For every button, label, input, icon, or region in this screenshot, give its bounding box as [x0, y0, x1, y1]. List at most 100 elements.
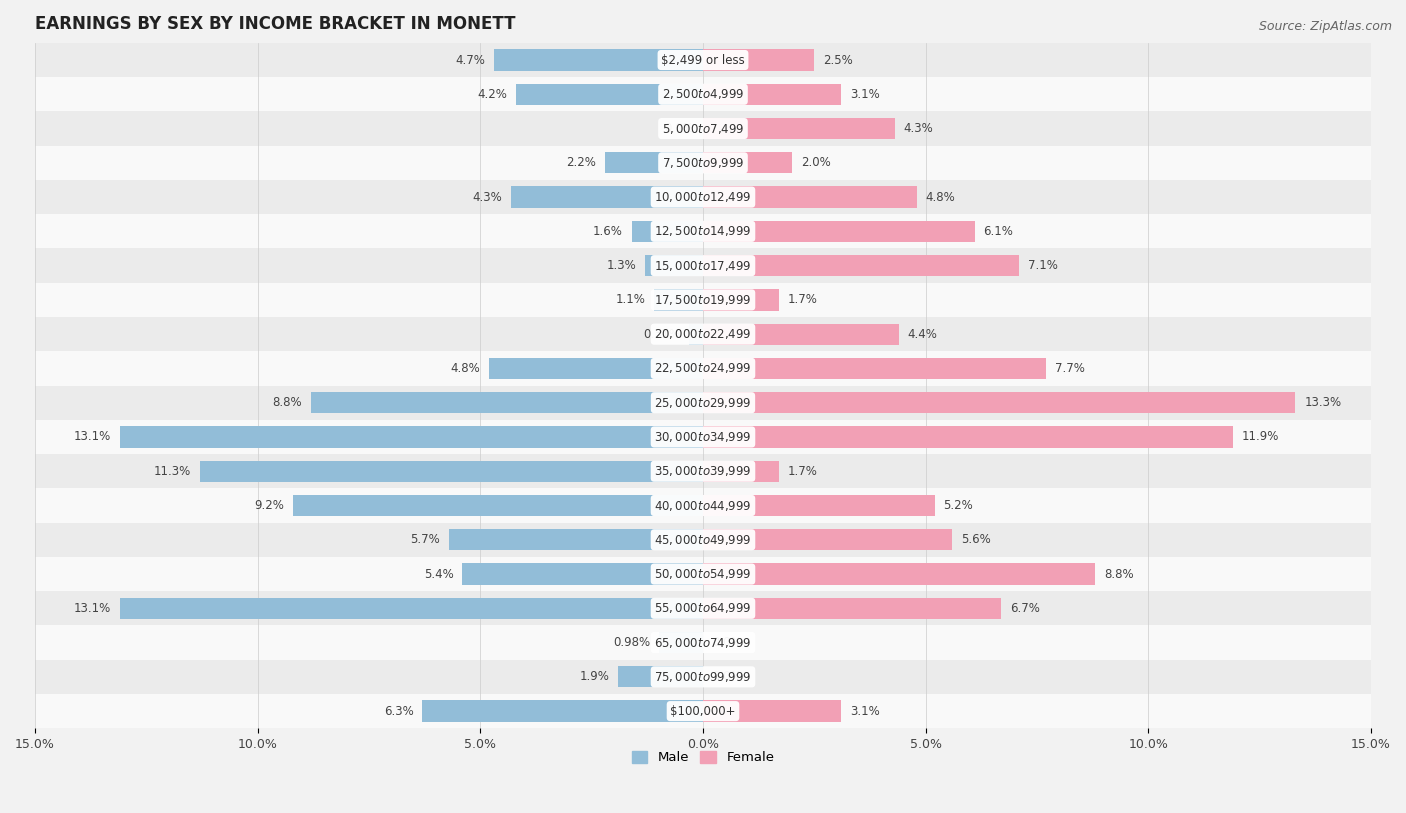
Text: 3.1%: 3.1%: [851, 705, 880, 718]
Bar: [703, 598, 1001, 619]
Bar: [35, 557, 1371, 591]
Bar: [512, 186, 703, 207]
Bar: [35, 659, 1371, 694]
Text: 4.2%: 4.2%: [477, 88, 508, 101]
Text: $40,000 to $44,999: $40,000 to $44,999: [654, 498, 752, 512]
Bar: [703, 84, 841, 105]
Bar: [703, 324, 898, 345]
Text: $2,499 or less: $2,499 or less: [661, 54, 745, 67]
Text: 13.1%: 13.1%: [73, 602, 111, 615]
Text: 2.2%: 2.2%: [567, 156, 596, 169]
Text: 13.3%: 13.3%: [1305, 396, 1341, 409]
Bar: [631, 221, 703, 242]
Text: $10,000 to $12,499: $10,000 to $12,499: [654, 190, 752, 204]
Bar: [35, 43, 1371, 77]
Text: 0.0%: 0.0%: [711, 636, 741, 649]
Text: $75,000 to $99,999: $75,000 to $99,999: [654, 670, 752, 684]
Text: $7,500 to $9,999: $7,500 to $9,999: [662, 156, 744, 170]
Text: $55,000 to $64,999: $55,000 to $64,999: [654, 602, 752, 615]
Legend: Male, Female: Male, Female: [626, 746, 780, 770]
Text: 4.7%: 4.7%: [456, 54, 485, 67]
Text: 1.7%: 1.7%: [787, 465, 817, 478]
Bar: [659, 632, 703, 653]
Bar: [294, 495, 703, 516]
Text: 4.4%: 4.4%: [908, 328, 938, 341]
Bar: [489, 358, 703, 379]
Bar: [35, 249, 1371, 283]
Bar: [703, 358, 1046, 379]
Bar: [35, 694, 1371, 728]
Bar: [703, 392, 1295, 413]
Text: 5.4%: 5.4%: [423, 567, 454, 580]
Text: 5.7%: 5.7%: [411, 533, 440, 546]
Text: 11.9%: 11.9%: [1241, 430, 1279, 443]
Bar: [703, 461, 779, 482]
Text: 8.8%: 8.8%: [273, 396, 302, 409]
Bar: [703, 289, 779, 311]
Bar: [703, 529, 952, 550]
Bar: [703, 152, 792, 173]
Text: 4.8%: 4.8%: [925, 190, 956, 203]
Text: 6.1%: 6.1%: [984, 225, 1014, 238]
Text: $12,500 to $14,999: $12,500 to $14,999: [654, 224, 752, 238]
Bar: [619, 666, 703, 688]
Bar: [703, 563, 1095, 585]
Text: $20,000 to $22,499: $20,000 to $22,499: [654, 327, 752, 341]
Text: 8.8%: 8.8%: [1104, 567, 1133, 580]
Text: 0.0%: 0.0%: [665, 122, 695, 135]
Bar: [703, 495, 935, 516]
Text: 1.1%: 1.1%: [616, 293, 645, 307]
Text: 1.3%: 1.3%: [606, 259, 636, 272]
Text: 1.6%: 1.6%: [593, 225, 623, 238]
Text: 0.98%: 0.98%: [613, 636, 651, 649]
Text: 4.3%: 4.3%: [904, 122, 934, 135]
Text: Source: ZipAtlas.com: Source: ZipAtlas.com: [1258, 20, 1392, 33]
Bar: [494, 50, 703, 71]
Bar: [35, 489, 1371, 523]
Text: 1.9%: 1.9%: [579, 671, 609, 684]
Bar: [35, 111, 1371, 146]
Bar: [35, 180, 1371, 215]
Text: $22,500 to $24,999: $22,500 to $24,999: [654, 362, 752, 376]
Bar: [35, 454, 1371, 489]
Bar: [703, 186, 917, 207]
Text: 5.6%: 5.6%: [962, 533, 991, 546]
Bar: [35, 420, 1371, 454]
Text: 4.3%: 4.3%: [472, 190, 502, 203]
Text: 2.0%: 2.0%: [801, 156, 831, 169]
Bar: [654, 289, 703, 311]
Text: 4.8%: 4.8%: [450, 362, 481, 375]
Bar: [703, 426, 1233, 448]
Text: $35,000 to $39,999: $35,000 to $39,999: [654, 464, 752, 478]
Text: 3.1%: 3.1%: [851, 88, 880, 101]
Text: $50,000 to $54,999: $50,000 to $54,999: [654, 567, 752, 581]
Bar: [35, 523, 1371, 557]
Text: 6.7%: 6.7%: [1011, 602, 1040, 615]
Bar: [35, 591, 1371, 625]
Text: 11.3%: 11.3%: [153, 465, 191, 478]
Bar: [35, 146, 1371, 180]
Bar: [35, 317, 1371, 351]
Bar: [703, 255, 1019, 276]
Bar: [35, 625, 1371, 659]
Bar: [35, 215, 1371, 249]
Bar: [703, 221, 974, 242]
Text: $2,500 to $4,999: $2,500 to $4,999: [662, 87, 744, 102]
Bar: [463, 563, 703, 585]
Bar: [35, 77, 1371, 111]
Bar: [605, 152, 703, 173]
Bar: [703, 50, 814, 71]
Text: 0.31%: 0.31%: [643, 328, 681, 341]
Text: $30,000 to $34,999: $30,000 to $34,999: [654, 430, 752, 444]
Bar: [516, 84, 703, 105]
Text: $25,000 to $29,999: $25,000 to $29,999: [654, 396, 752, 410]
Bar: [449, 529, 703, 550]
Text: 6.3%: 6.3%: [384, 705, 413, 718]
Bar: [422, 701, 703, 722]
Bar: [645, 255, 703, 276]
Text: $100,000+: $100,000+: [671, 705, 735, 718]
Bar: [200, 461, 703, 482]
Text: EARNINGS BY SEX BY INCOME BRACKET IN MONETT: EARNINGS BY SEX BY INCOME BRACKET IN MON…: [35, 15, 516, 33]
Bar: [703, 701, 841, 722]
Text: 5.2%: 5.2%: [943, 499, 973, 512]
